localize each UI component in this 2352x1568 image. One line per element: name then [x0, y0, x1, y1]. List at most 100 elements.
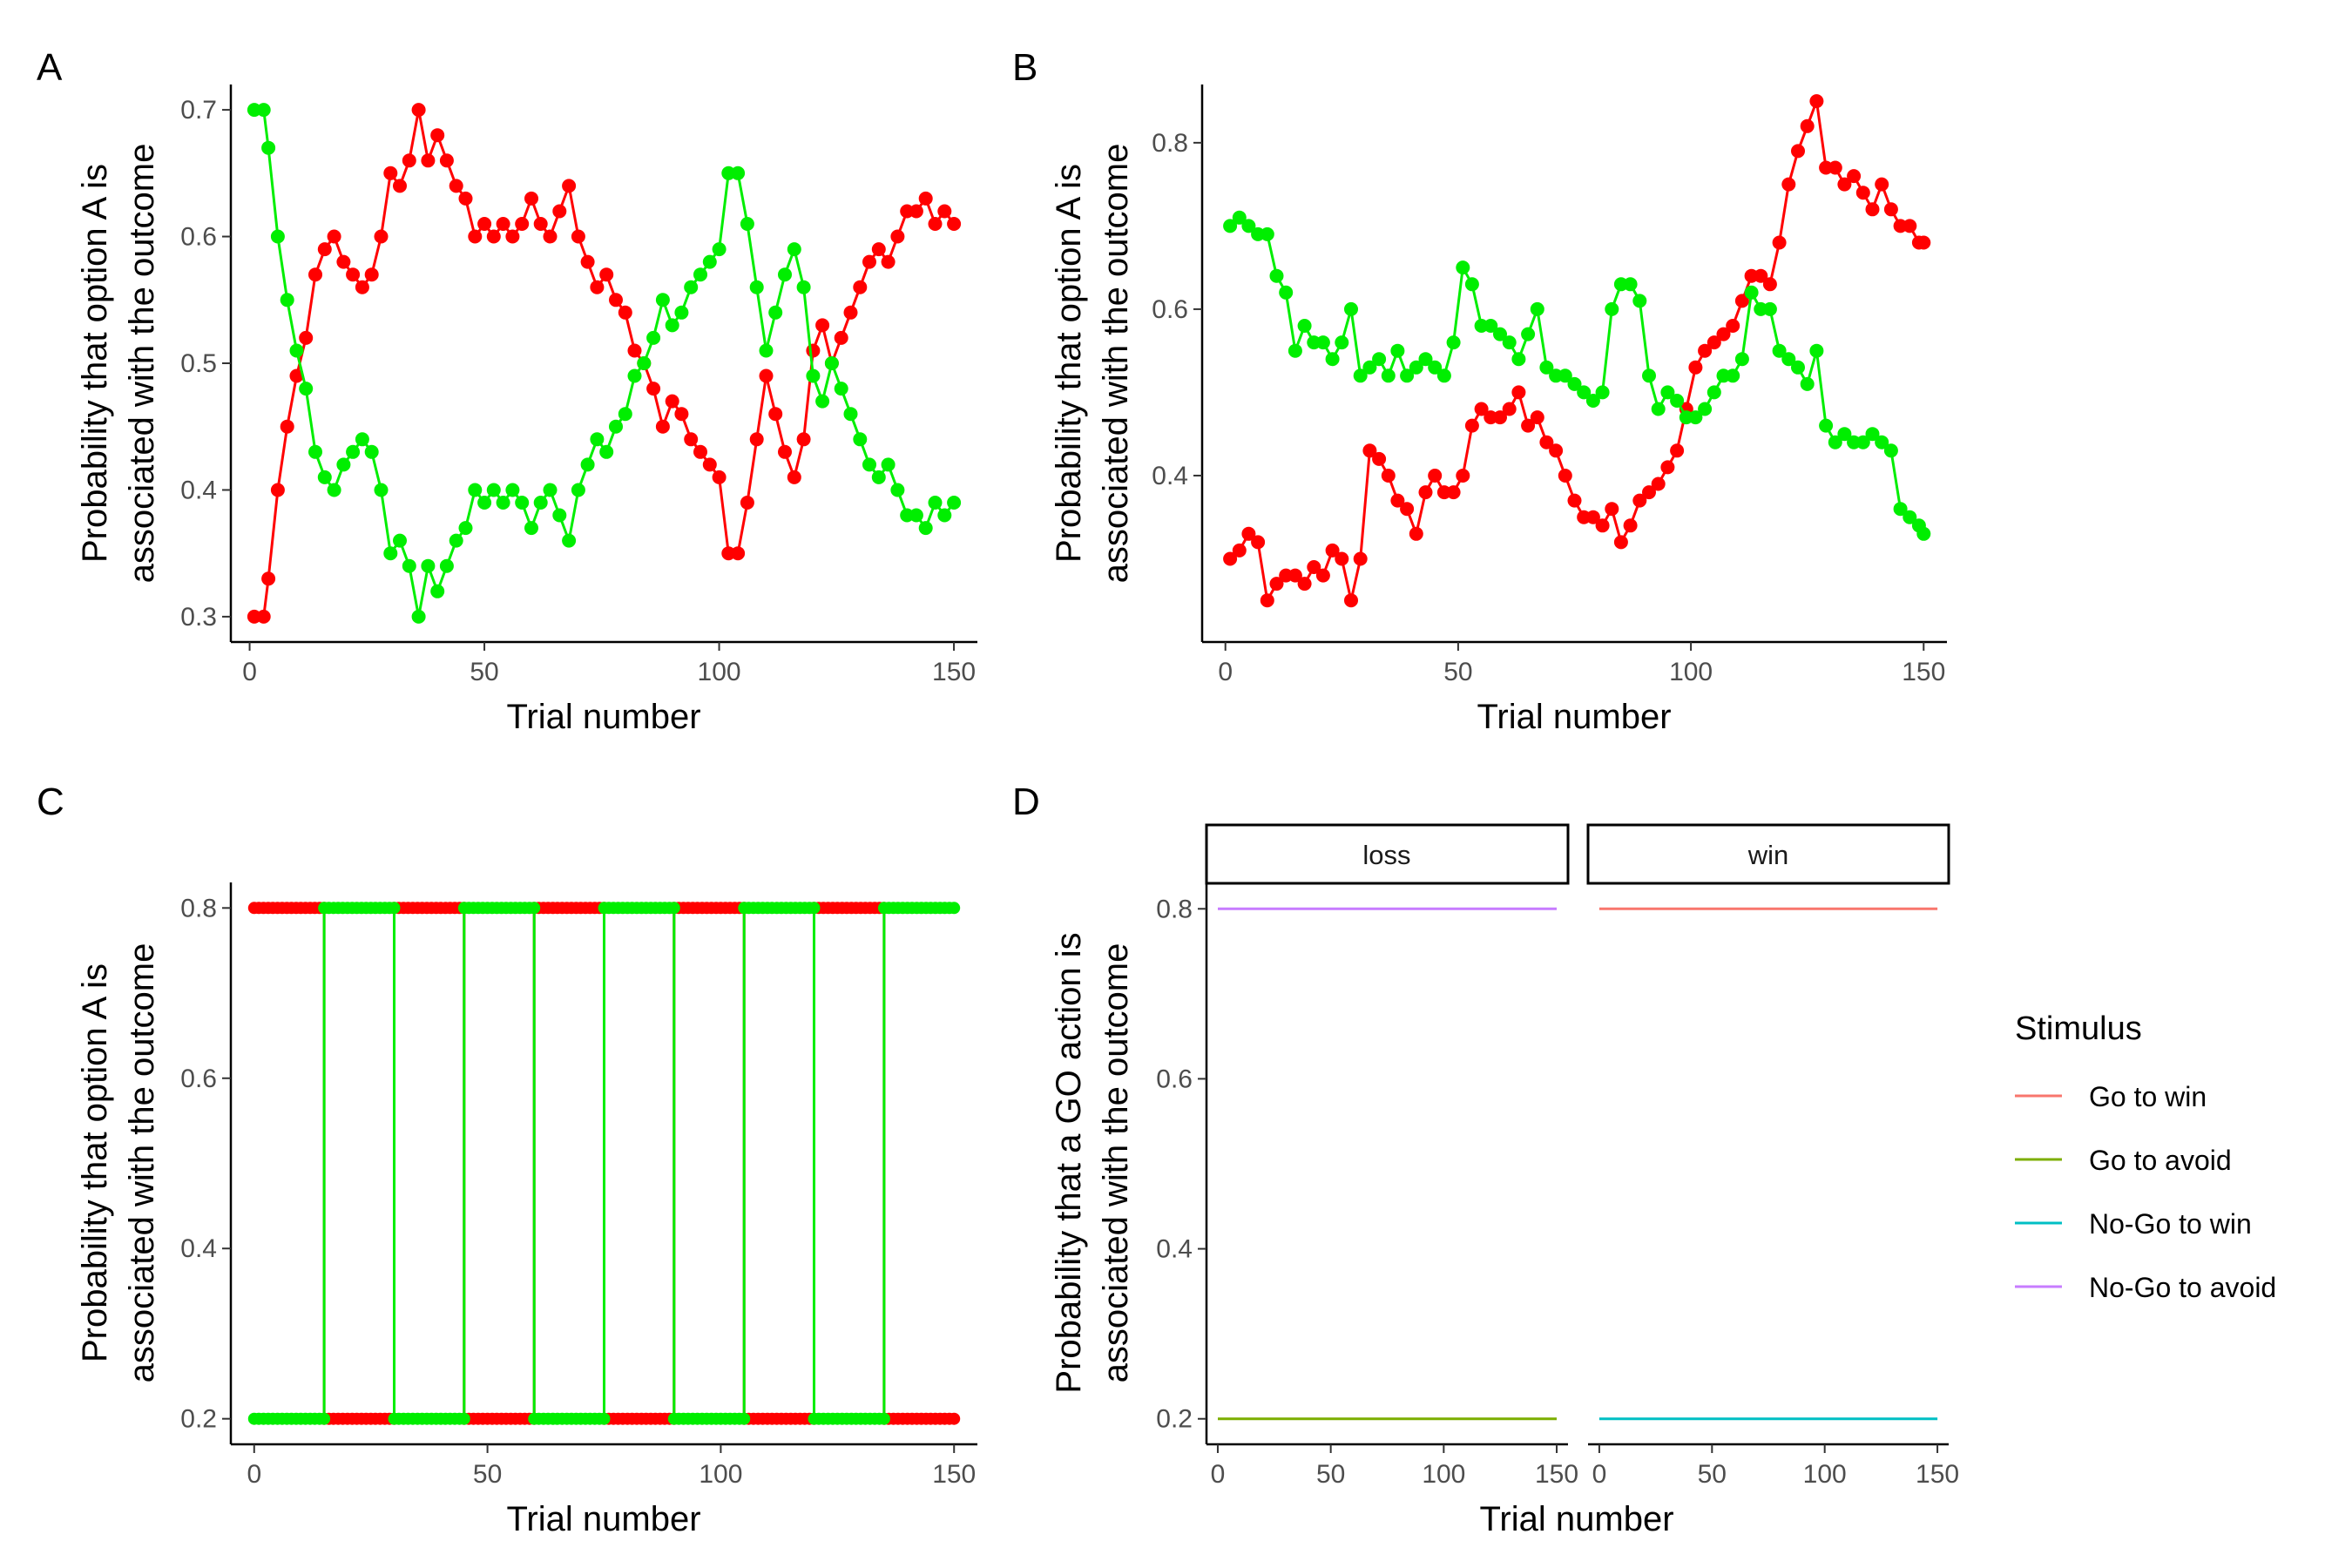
panel-a-series-2-point [533, 496, 548, 510]
panel-b-series-1-point [1670, 443, 1685, 458]
panel-b-series-1-point [1325, 543, 1340, 558]
panel-b-series-2-point [1734, 352, 1749, 367]
panel-b-series-2-point [1800, 376, 1815, 391]
panel-c-series-2-point [948, 902, 961, 915]
panel-a-series-2-point [496, 496, 510, 510]
panel-b-series-1-point [1335, 551, 1349, 566]
panel-a-series-1-point [599, 267, 614, 282]
panel-d-loss-ticks: 0 50 100 150 0.2 0.4 0.6 0.8 [1156, 895, 1578, 1489]
panel-d-x-tick-label: 100 [1803, 1460, 1847, 1489]
panel-a-series-2-point [618, 407, 632, 422]
panel-a-series-1-point [270, 483, 285, 497]
panel-b-series-1-point [1642, 485, 1656, 500]
panel-a-series-1-point [383, 166, 398, 180]
panel-b-series-2-point [1558, 368, 1572, 383]
panel-a-series-1-point [421, 153, 436, 168]
panel-b-series-1-point [1511, 385, 1526, 400]
panel-a-series-2-point [684, 280, 699, 294]
panel-b-series-2-point [1660, 385, 1675, 400]
panel-b-series-1-point [1800, 118, 1815, 133]
panel-d-y-title-line-2: associated with the outcome [1097, 943, 1135, 1383]
panel-c-series-2-point [598, 1412, 611, 1425]
panel-b-series-2-point [1567, 376, 1582, 391]
panel-b-series-1-point [1791, 144, 1805, 159]
panel-a-series-2-point [505, 483, 520, 497]
panel-b: 0 50 100 150 0.4 0.6 0.8 Trial number Probabil… [1050, 84, 1947, 736]
legend-title: Stimulus [2015, 1010, 2142, 1047]
panel-a-series-2-point [280, 293, 294, 308]
panel-a-series-1-point [787, 470, 801, 484]
panel-b-series-2-point [1707, 385, 1721, 400]
panel-b-series-2-point [1762, 301, 1777, 316]
panel-a-series-1-point [552, 204, 567, 219]
panel-b-series-2-point [1390, 343, 1405, 358]
legend: Stimulus Go to win Go to avoid No-Go to … [2015, 1010, 2276, 1303]
panel-a-y-tick-label: 0.6 [180, 223, 217, 252]
panel-a-x-tick-label: 150 [932, 658, 976, 686]
panel-c-y-title-line-2: associated with the outcome [123, 943, 161, 1383]
panel-b-series-2-point [1809, 343, 1824, 358]
panel-a-series-1-point [590, 280, 605, 294]
panel-b-series-1-point [1707, 335, 1721, 350]
legend-item-go-to-win: Go to win [2015, 1081, 2207, 1112]
legend-item-go-to-avoid: Go to avoid [2015, 1145, 2232, 1176]
panel-a-y-tick-label: 0.7 [180, 96, 217, 125]
panel-letter-a: A [37, 46, 63, 89]
panel-a-series-2-point [712, 242, 727, 257]
panel-a-series-2-point [834, 382, 848, 396]
panel-b-series-2-point [1875, 435, 1889, 449]
panel-b-series-1-point [1837, 177, 1852, 192]
panel-a-series-1-point [778, 444, 792, 459]
panel-b-series-1-point [1855, 186, 1870, 200]
panel-b-x-tick-label: 100 [1669, 658, 1713, 686]
panel-b-series-2-point [1670, 394, 1685, 408]
panel-d-loss-plot-area [1218, 907, 1557, 1421]
panel-b-series-1-point [1809, 94, 1824, 109]
panel-b-x-title: Trial number [1477, 698, 1671, 736]
panel-b-series-1-point [1521, 418, 1536, 433]
panel-b-series-1-point [1903, 219, 1917, 233]
panel-b-series-2-point [1744, 285, 1759, 300]
panel-b-series-1-point [1297, 577, 1312, 591]
panel-a-series-1-point [740, 496, 754, 510]
panel-b-series-2-point [1344, 301, 1358, 316]
panel-a-series-2-point [364, 444, 379, 459]
panel-b-series-2-point [1493, 327, 1507, 341]
panel-a-series-2-point [843, 407, 858, 422]
panel-b-series-1-point [1567, 493, 1582, 508]
panel-a-series-1-point [533, 217, 548, 231]
panel-a-series-1-point [665, 394, 679, 409]
panel-a-series-1-point [843, 305, 858, 320]
panel-a-series-2-point [824, 356, 839, 370]
panel-b-series-1-point [1493, 410, 1507, 425]
panel-b-series-2-point [1585, 394, 1600, 408]
panel-b-series-2-point [1362, 360, 1377, 375]
panel-b-series-2-point [1916, 526, 1931, 541]
panel-a-series-1-point [712, 470, 727, 484]
panel-b-series-1-point [1409, 526, 1423, 541]
panel-b-series-1-point [1251, 535, 1266, 550]
panel-b-series-2-point [1464, 277, 1479, 292]
panel-b-series-2-point [1325, 352, 1340, 367]
panel-b-series-1-point [1390, 493, 1405, 508]
panel-a-series-1-point [702, 457, 717, 472]
panel-a-series-2-point [947, 496, 962, 510]
panel-b-series-1-point [1232, 543, 1247, 558]
panel-c-x-tick-label: 150 [932, 1460, 976, 1489]
panel-b-series-1-point [1734, 294, 1749, 308]
panel-d-y-tick-label: 0.4 [1156, 1235, 1193, 1264]
panel-a-series-1-point [515, 217, 530, 231]
panel-b-series-1-point [1530, 410, 1544, 425]
panel-a-series-2-point [627, 368, 642, 383]
panel-a-series-2-point [918, 521, 933, 536]
panel-b-series-1-point [1400, 502, 1415, 517]
panel-b-series-2-point [1530, 301, 1544, 316]
panel-b-series-2-point [1484, 319, 1498, 333]
panel-b-series-1-point [1772, 235, 1787, 250]
panel-b-series-2-point [1315, 335, 1330, 350]
panel-c-x-tick-label: 0 [247, 1460, 261, 1489]
panel-a-x-tick-label: 0 [242, 658, 257, 686]
panel-b-series-1-point [1474, 402, 1489, 416]
panel-a-y-title-line-2: associated with the outcome [123, 144, 161, 584]
panel-d: loss win 0 50 100 150 0.2 0.4 0.6 0.8 0 50 100 150… [1050, 823, 1959, 1538]
